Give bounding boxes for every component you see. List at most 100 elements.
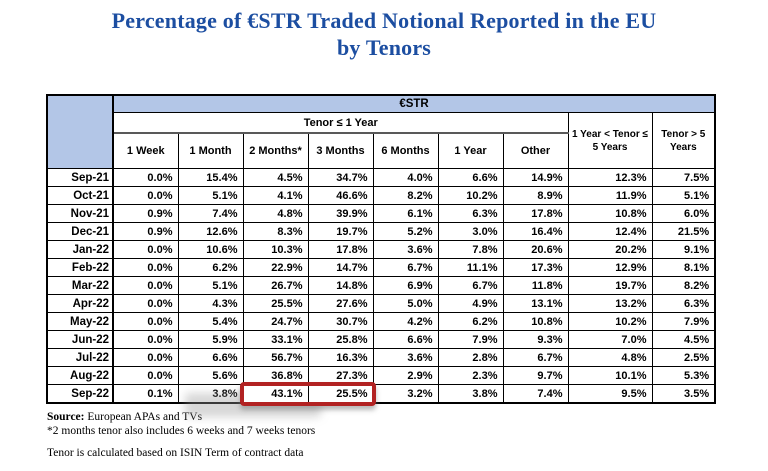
table-row: Mar-22 0.0% 5.1% 26.7% 14.8% 6.9% 6.7% 11.8% 19.… — [46, 276, 716, 295]
data-cell: 4.8% — [567, 348, 653, 367]
data-cell: 27.6% — [307, 294, 374, 313]
data-cell: 14.8% — [307, 276, 374, 295]
data-cell: 5.3% — [651, 366, 716, 385]
data-cell: 6.7% — [502, 348, 569, 367]
data-cell: 0.1% — [112, 384, 179, 404]
data-cell: 0.0% — [112, 366, 179, 385]
table-row: Jan-22 0.0% 10.6% 10.3% 17.8% 3.6% 7.8% 20.6% 20… — [46, 240, 716, 259]
footnotes: Source: European APAs and TVs *2 months … — [47, 410, 768, 460]
data-cell: 17.3% — [502, 258, 569, 277]
data-cell: 16.4% — [502, 222, 569, 241]
data-cell: 39.9% — [307, 204, 374, 223]
row-label: May-22 — [46, 312, 114, 331]
data-cell: 0.0% — [112, 330, 179, 349]
table-row: Oct-21 0.0% 5.1% 4.1% 46.6% 8.2% 10.2% 8.9% 11.9… — [46, 186, 716, 205]
source-note: Source: European APAs and TVs — [47, 410, 768, 424]
data-cell: 13.2% — [567, 294, 653, 313]
source-text: European APAs and TVs — [87, 411, 203, 423]
data-cell: 6.6% — [372, 330, 439, 349]
tenor-note: Tenor is calculated based on ISIN Term o… — [47, 447, 304, 459]
row-label: Apr-22 — [46, 294, 114, 313]
col-header-long-tenor: Tenor > 5 Years — [651, 112, 716, 169]
table-row: Jun-22 0.0% 5.9% 33.1% 25.8% 6.6% 7.9% 9.3% 7.0%… — [46, 330, 716, 349]
page-title: Percentage of €STR Traded Notional Repor… — [0, 0, 768, 61]
data-cell: 7.9% — [437, 330, 504, 349]
table-row: Feb-22 0.0% 6.2% 22.9% 14.7% 6.7% 11.1% 17.3% 12… — [46, 258, 716, 277]
row-label: Nov-21 — [46, 204, 114, 223]
table-body: Sep-21 0.0% 15.4% 4.5% 34.7% 4.0% 6.6% 14.9% 12.… — [46, 168, 716, 404]
row-label: Oct-21 — [46, 186, 114, 205]
data-cell: 0.9% — [112, 204, 179, 223]
data-cell: 19.7% — [307, 222, 374, 241]
data-cell: 0.0% — [112, 276, 179, 295]
data-cell: 11.8% — [502, 276, 569, 295]
data-cell: 4.3% — [177, 294, 244, 313]
data-cell: 3.8% — [177, 384, 244, 404]
data-cell: 7.0% — [567, 330, 653, 349]
data-cell: 6.3% — [651, 294, 716, 313]
data-cell: 21.5% — [651, 222, 716, 241]
col-header-1-year: 1 Year — [437, 132, 504, 169]
row-label: Jun-22 — [46, 330, 114, 349]
data-cell: 6.2% — [177, 258, 244, 277]
data-cell: 7.4% — [177, 204, 244, 223]
data-cell: 11.1% — [437, 258, 504, 277]
data-cell: 3.8% — [437, 384, 504, 404]
source-label: Source: — [47, 411, 85, 423]
data-cell: 6.1% — [372, 204, 439, 223]
data-cell: 9.1% — [651, 240, 716, 259]
col-header-1-month: 1 Month — [177, 132, 244, 169]
data-cell: 36.8% — [242, 366, 309, 385]
data-cell: 46.6% — [307, 186, 374, 205]
data-cell: 27.3% — [307, 366, 374, 385]
table-row: Sep-22 0.1% 3.8% 43.1% 25.5% 3.2% 3.8% 7.4% 9.5%… — [46, 384, 716, 404]
table-row: Apr-22 0.0% 4.3% 25.5% 27.6% 5.0% 4.9% 13.1% 13.… — [46, 294, 716, 313]
col-header-3-months: 3 Months — [307, 132, 374, 169]
data-cell: 6.9% — [372, 276, 439, 295]
group-header-estr: €STR — [112, 94, 716, 113]
table-row: Sep-21 0.0% 15.4% 4.5% 34.7% 4.0% 6.6% 14.9% 12.… — [46, 168, 716, 187]
data-cell: 4.5% — [242, 168, 309, 187]
data-cell: 17.8% — [307, 240, 374, 259]
data-cell: 6.0% — [651, 204, 716, 223]
data-cell: 10.2% — [567, 312, 653, 331]
corner-cell — [46, 94, 114, 169]
data-cell: 6.6% — [177, 348, 244, 367]
data-cell: 6.6% — [437, 168, 504, 187]
tenor-table: €STR Tenor ≤ 1 Year 1 Year < Tenor ≤ 5 Y… — [46, 94, 717, 404]
table-header: €STR Tenor ≤ 1 Year 1 Year < Tenor ≤ 5 Y… — [46, 94, 716, 169]
col-header-1-week: 1 Week — [112, 132, 179, 169]
title-line-2: by Tenors — [336, 35, 432, 60]
data-cell: 24.7% — [242, 312, 309, 331]
data-cell: 25.5% — [242, 294, 309, 313]
data-cell: 7.5% — [651, 168, 716, 187]
data-cell: 5.1% — [177, 186, 244, 205]
data-cell: 4.2% — [372, 312, 439, 331]
row-label: Aug-22 — [46, 366, 114, 385]
subgroup-header-tenor-1y: Tenor ≤ 1 Year — [112, 112, 569, 134]
table-row: Aug-22 0.0% 5.6% 36.8% 27.3% 2.9% 2.3% 9.7% 10.1… — [46, 366, 716, 385]
row-label: Dec-21 — [46, 222, 114, 241]
data-cell: 34.7% — [307, 168, 374, 187]
title-line-1: Percentage of €STR Traded Notional Repor… — [111, 8, 657, 33]
data-cell: 2.8% — [437, 348, 504, 367]
data-cell: 25.5% — [307, 384, 374, 404]
row-label: Jan-22 — [46, 240, 114, 259]
data-cell: 3.6% — [372, 240, 439, 259]
data-cell: 5.6% — [177, 366, 244, 385]
data-cell: 43.1% — [242, 384, 309, 404]
col-header-other: Other — [502, 132, 569, 169]
col-header-2-months: 2 Months* — [242, 132, 309, 169]
data-cell: 4.5% — [651, 330, 716, 349]
data-cell: 4.1% — [242, 186, 309, 205]
data-cell: 14.9% — [502, 168, 569, 187]
data-cell: 5.0% — [372, 294, 439, 313]
data-cell: 30.7% — [307, 312, 374, 331]
data-cell: 12.9% — [567, 258, 653, 277]
data-cell: 5.2% — [372, 222, 439, 241]
data-cell: 5.4% — [177, 312, 244, 331]
data-cell: 10.1% — [567, 366, 653, 385]
data-cell: 4.0% — [372, 168, 439, 187]
data-cell: 2.9% — [372, 366, 439, 385]
